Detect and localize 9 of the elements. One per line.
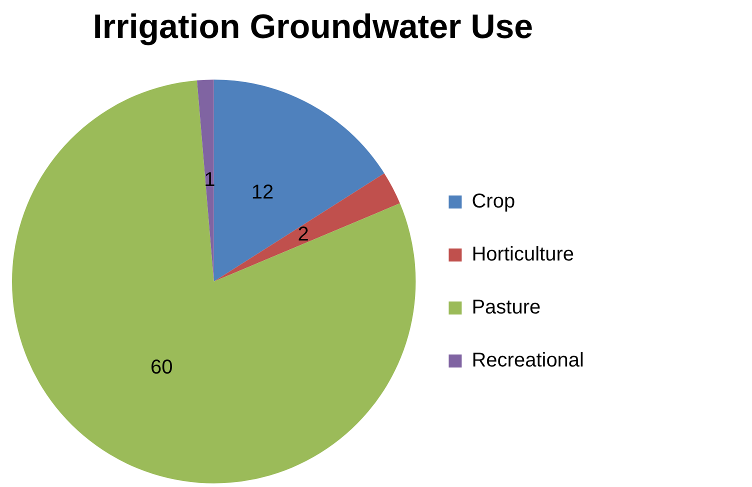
data-label: 1 (204, 169, 216, 192)
chart-title: Irrigation Groundwater Use (92, 8, 534, 47)
legend-label: Pasture (472, 296, 541, 319)
legend-label: Crop (472, 190, 516, 213)
legend-label: Horticulture (472, 244, 574, 266)
data-label: 2 (298, 223, 309, 246)
legend-label: Recreational (472, 350, 584, 372)
data-label: 12 (251, 182, 274, 204)
data-label: 60 (150, 356, 173, 378)
